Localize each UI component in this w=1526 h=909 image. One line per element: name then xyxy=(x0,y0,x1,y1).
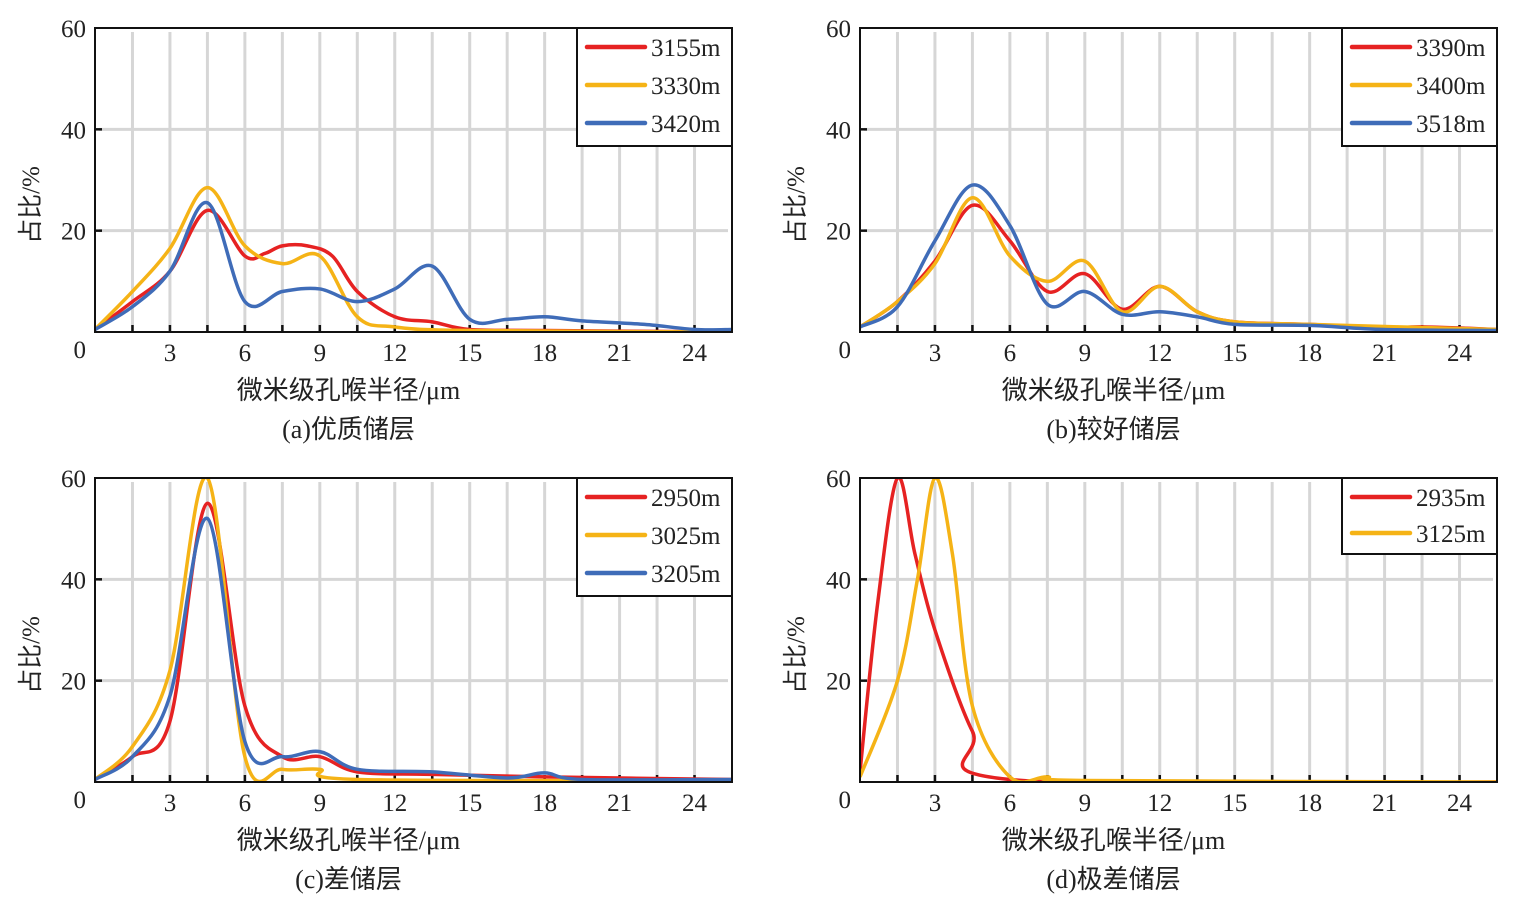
y-axis-label: 占比/% xyxy=(782,616,810,694)
x-tick-label: 9 xyxy=(1079,790,1092,817)
legend: 2935m 3125m xyxy=(1341,477,1498,555)
plot-frame xyxy=(94,27,733,333)
x-axis-label: 微米级孔喉半径/μm xyxy=(237,376,460,405)
y-tick-label: 20 xyxy=(826,669,851,696)
x-tick-label: 24 xyxy=(1447,340,1473,367)
x-axis-label: 微米级孔喉半径/μm xyxy=(237,826,460,855)
x-tick-label: 15 xyxy=(457,340,482,367)
panel-a: 3 6 9 12 15 18 21 24 0 20 40 60 微米级孔喉半径/μm 占比/% (a)优质储… xyxy=(17,16,733,444)
x-tick-label: 15 xyxy=(1222,790,1247,817)
panel-caption: (a)优质储层 xyxy=(282,415,415,444)
x-tick-label: 21 xyxy=(607,790,632,817)
panel-caption: (c)差储层 xyxy=(295,865,402,894)
y-tick-label: 60 xyxy=(826,466,851,493)
legend-label: 3155m xyxy=(651,35,721,62)
panel-c: 3 6 9 12 15 18 21 24 0 20 40 60 微米级孔喉半径/μm 占比/% (c)差储层… xyxy=(17,466,733,894)
series-group xyxy=(95,185,732,332)
series-group xyxy=(860,183,1497,332)
x-tick-label: 21 xyxy=(1372,340,1397,367)
x-tick-label: 3 xyxy=(164,790,177,817)
legend-label: 3390m xyxy=(1416,35,1486,62)
x-tick-label: 9 xyxy=(314,340,327,367)
panel-b: 3 6 9 12 15 18 21 24 0 20 40 60 微米级孔喉半径/μm 占比/% (b)较好储… xyxy=(782,16,1498,444)
legend-label: 2935m xyxy=(1416,485,1486,512)
series-line-3205m xyxy=(95,516,732,782)
series-line-3400m xyxy=(860,195,1497,332)
legend: 3155m 3330m 3420m xyxy=(576,27,733,147)
legend-label: 3420m xyxy=(651,111,721,138)
x-tick-label: 18 xyxy=(1297,340,1322,367)
x-tick-label: 12 xyxy=(1147,790,1172,817)
y-tick-label: 0 xyxy=(74,787,87,814)
series-line-3420m xyxy=(95,201,732,332)
x-tick-label: 15 xyxy=(1222,340,1247,367)
panel-caption: (d)极差储层 xyxy=(1046,865,1180,894)
plot-frame xyxy=(94,477,733,783)
y-tick-label: 40 xyxy=(61,117,86,144)
y-tick-label: 60 xyxy=(826,16,851,43)
x-tick-label: 12 xyxy=(382,790,407,817)
series-line-3125m xyxy=(860,478,1497,782)
x-tick-label: 18 xyxy=(532,340,557,367)
y-tick-label: 60 xyxy=(61,466,86,493)
series-line-2935m xyxy=(860,478,1497,782)
series-line-3025m xyxy=(95,478,732,782)
x-tick-label: 6 xyxy=(1004,340,1017,367)
x-tick-label: 6 xyxy=(1004,790,1017,817)
panel-caption: (b)较好储层 xyxy=(1046,415,1180,444)
legend-box xyxy=(1341,477,1498,555)
y-tick-label: 0 xyxy=(839,787,852,814)
y-tick-label: 60 xyxy=(61,16,86,43)
legend-label: 3400m xyxy=(1416,73,1486,100)
x-axis-label: 微米级孔喉半径/μm xyxy=(1002,376,1225,405)
plot-frame xyxy=(859,477,1498,783)
series-group xyxy=(860,478,1497,782)
x-axis-label: 微米级孔喉半径/μm xyxy=(1002,826,1225,855)
x-tick-label: 3 xyxy=(929,790,942,817)
y-axis-label: 占比/% xyxy=(782,166,810,244)
y-tick-label: 20 xyxy=(61,219,86,246)
x-tick-label: 3 xyxy=(164,340,177,367)
x-tick-label: 24 xyxy=(1447,790,1473,817)
legend-label: 3518m xyxy=(1416,111,1486,138)
legend: 3390m 3400m 3518m xyxy=(1341,27,1498,147)
y-axis-label: 占比/% xyxy=(17,616,45,694)
y-tick-label: 40 xyxy=(826,117,851,144)
legend: 2950m 3025m 3205m xyxy=(576,477,733,597)
legend-label: 3025m xyxy=(651,523,721,550)
series-line-3518m xyxy=(860,183,1497,332)
x-tick-label: 6 xyxy=(239,340,252,367)
legend-label: 3125m xyxy=(1416,521,1486,548)
y-tick-label: 40 xyxy=(826,567,851,594)
y-tick-label: 0 xyxy=(74,337,87,364)
x-tick-label: 3 xyxy=(929,340,942,367)
x-tick-label: 12 xyxy=(1147,340,1172,367)
x-tick-label: 9 xyxy=(1079,340,1092,367)
plot-frame xyxy=(859,27,1498,333)
legend-label: 2950m xyxy=(651,485,721,512)
y-tick-label: 20 xyxy=(61,669,86,696)
x-tick-label: 21 xyxy=(1372,790,1397,817)
y-tick-label: 20 xyxy=(826,219,851,246)
x-tick-label: 24 xyxy=(682,790,708,817)
y-tick-label: 40 xyxy=(61,567,86,594)
legend-label: 3330m xyxy=(651,73,721,100)
y-axis-label: 占比/% xyxy=(17,166,45,244)
series-line-3330m xyxy=(95,185,732,332)
x-tick-label: 9 xyxy=(314,790,327,817)
legend-label: 3205m xyxy=(651,561,721,588)
y-tick-label: 0 xyxy=(839,337,852,364)
panel-d: 3 6 9 12 15 18 21 24 0 20 40 60 微米级孔喉半径/μm 占比/% (d)极差储… xyxy=(782,466,1498,894)
x-tick-label: 12 xyxy=(382,340,407,367)
x-tick-label: 18 xyxy=(532,790,557,817)
x-tick-label: 24 xyxy=(682,340,708,367)
x-tick-label: 15 xyxy=(457,790,482,817)
x-tick-label: 18 xyxy=(1297,790,1322,817)
series-group xyxy=(95,478,732,782)
x-tick-label: 6 xyxy=(239,790,252,817)
x-tick-label: 21 xyxy=(607,340,632,367)
